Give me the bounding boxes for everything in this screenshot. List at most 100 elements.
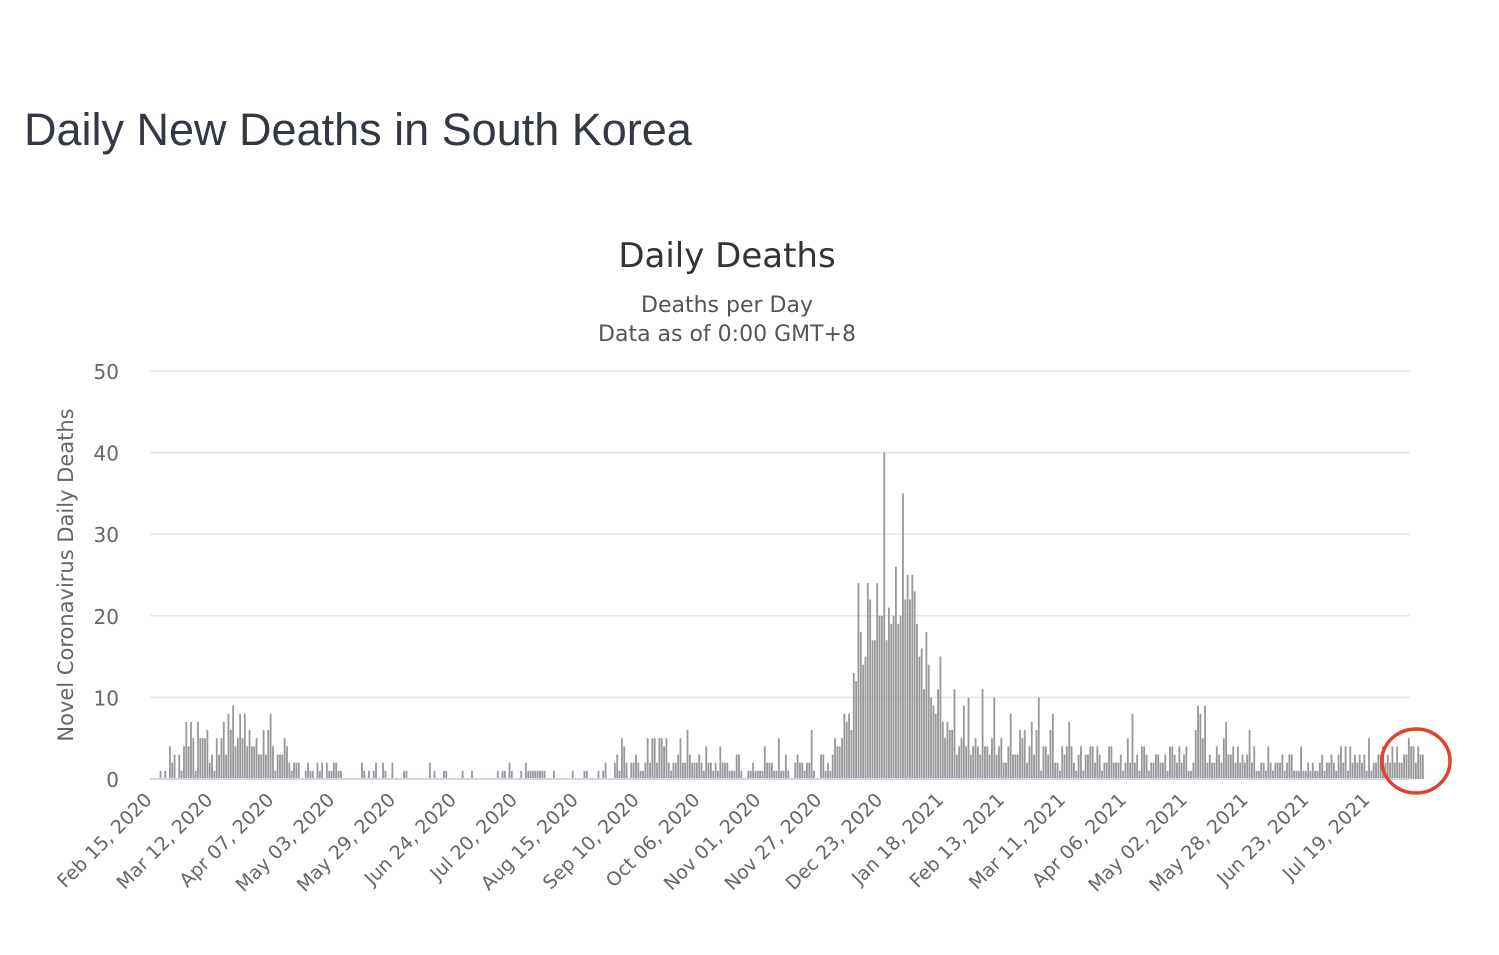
bar (813, 770, 815, 779)
bar (1180, 762, 1183, 779)
bar (255, 738, 258, 779)
bar (1272, 770, 1274, 779)
bar (1037, 697, 1040, 779)
bar (321, 762, 324, 779)
bar (501, 770, 504, 779)
bar (986, 746, 989, 779)
bar (1126, 738, 1129, 779)
bar (1337, 754, 1340, 779)
bar (1103, 762, 1106, 779)
bar (892, 615, 895, 779)
bar (883, 452, 886, 779)
bar (613, 762, 616, 779)
bar (850, 730, 853, 779)
bar (649, 762, 651, 779)
bar (1297, 770, 1300, 779)
bar (714, 762, 717, 779)
bar (1407, 738, 1410, 779)
bar (520, 770, 523, 779)
bar (332, 762, 335, 779)
bar (656, 762, 658, 779)
bar (766, 762, 769, 779)
bar (363, 770, 366, 779)
bar (937, 689, 939, 779)
bar (726, 762, 729, 779)
page-title: Daily New Deaths in South Korea (24, 104, 692, 155)
bar (822, 754, 825, 779)
bar (1417, 746, 1420, 779)
bar (775, 770, 778, 779)
bar (262, 730, 265, 779)
bar (677, 754, 680, 779)
bar (695, 762, 698, 779)
bar (1087, 754, 1089, 779)
bar (731, 770, 733, 779)
bar (1187, 770, 1190, 779)
bar (679, 738, 682, 779)
bar (433, 770, 436, 779)
bar (318, 770, 321, 779)
bar (1225, 721, 1228, 779)
bar (1323, 770, 1326, 779)
bar (288, 762, 291, 779)
bar (543, 770, 546, 779)
bar (536, 770, 539, 779)
bar (1368, 738, 1370, 779)
bar (164, 770, 167, 779)
bar (1080, 746, 1082, 779)
bar (899, 615, 902, 779)
bar (1119, 754, 1122, 779)
bar (1040, 770, 1043, 779)
bar (1234, 762, 1237, 779)
bar (976, 746, 979, 779)
bar (719, 746, 722, 779)
bar (1204, 705, 1206, 779)
bar (1255, 770, 1258, 779)
bar (272, 746, 274, 779)
bar (1112, 762, 1115, 779)
bar (1185, 746, 1188, 779)
bar (159, 770, 162, 779)
bar (1033, 754, 1036, 779)
bar (848, 713, 851, 779)
bar (625, 762, 628, 779)
bar (890, 623, 893, 779)
bar (801, 762, 804, 779)
bar (642, 770, 644, 779)
bar (1131, 713, 1134, 779)
bar (1098, 754, 1101, 779)
bar (674, 762, 677, 779)
bar (1197, 705, 1199, 779)
y-tick-label: 30 (94, 523, 119, 547)
bar (787, 770, 790, 779)
bar (974, 738, 977, 779)
bar (878, 615, 881, 779)
bar (616, 754, 619, 779)
bar (1005, 762, 1007, 779)
bar (623, 746, 626, 779)
bar (443, 770, 445, 779)
bar (529, 770, 532, 779)
bar (836, 746, 839, 779)
bar (827, 762, 829, 779)
bar (1276, 762, 1279, 779)
bar (267, 730, 270, 779)
bar (1349, 746, 1352, 779)
bar (1068, 721, 1071, 779)
bar (686, 730, 689, 779)
bar (667, 762, 670, 779)
bar (250, 746, 253, 779)
bar (1056, 762, 1059, 779)
bar (1405, 754, 1408, 779)
bar (368, 770, 370, 779)
bar (220, 738, 223, 779)
bar (1152, 762, 1155, 779)
bar (1412, 746, 1415, 779)
bar (724, 762, 726, 779)
bar (1058, 770, 1061, 779)
chart-subtitle-line-2: Data as of 0:00 GMT+8 (598, 322, 856, 347)
bar (211, 754, 213, 779)
bar (784, 754, 787, 779)
